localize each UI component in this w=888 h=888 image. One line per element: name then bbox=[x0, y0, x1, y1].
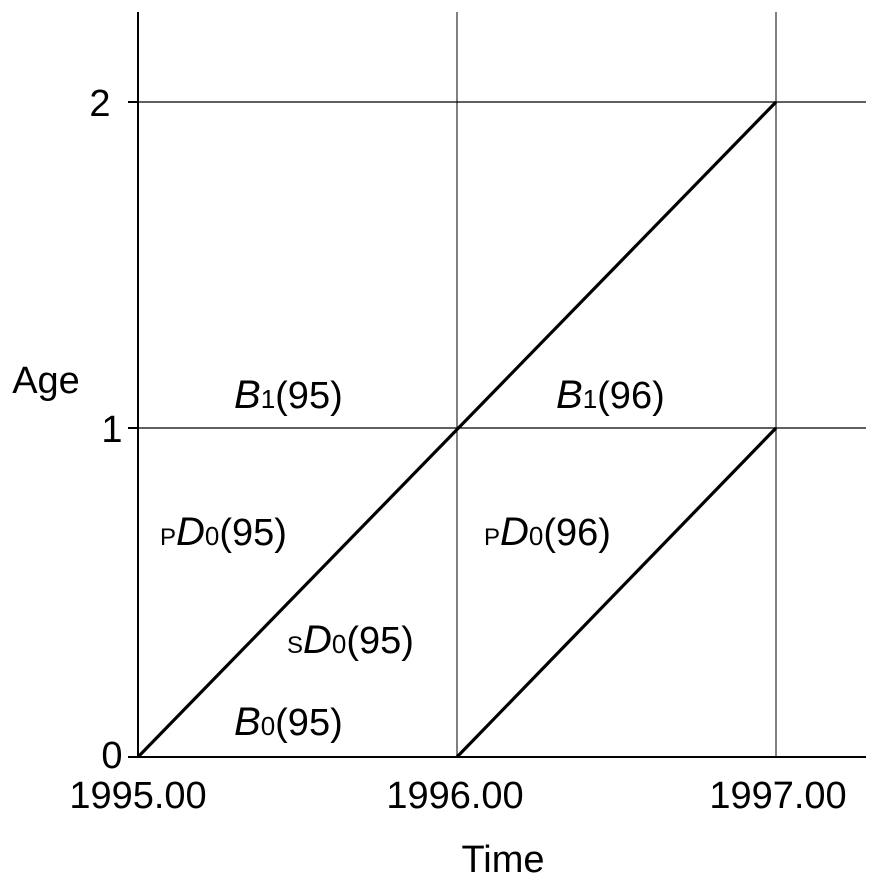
label-pd0-95: PD0(95) bbox=[160, 510, 287, 554]
x-tick-label-1997: 1997.00 bbox=[709, 775, 846, 817]
y-tick-label-2: 2 bbox=[89, 83, 110, 125]
label-b1-95: B1(95) bbox=[234, 373, 343, 417]
y-tick-label-0: 0 bbox=[101, 735, 122, 777]
label-b1-96: B1(96) bbox=[556, 373, 665, 417]
x-tick-label-1996: 1996.00 bbox=[386, 775, 523, 817]
label-b0-95: B0(95) bbox=[234, 700, 343, 744]
x-tick-label-1995: 1995.00 bbox=[69, 775, 206, 817]
y-axis-title: Age bbox=[12, 360, 80, 402]
label-pd0-96: PD0(96) bbox=[484, 510, 611, 554]
y-tick-label-1: 1 bbox=[101, 409, 122, 451]
label-sd0-95: SD0(95) bbox=[287, 618, 414, 662]
life-line-1995-cohort bbox=[136, 100, 778, 759]
life-line-1996-cohort bbox=[455, 426, 778, 759]
x-axis-title: Time bbox=[461, 839, 544, 881]
